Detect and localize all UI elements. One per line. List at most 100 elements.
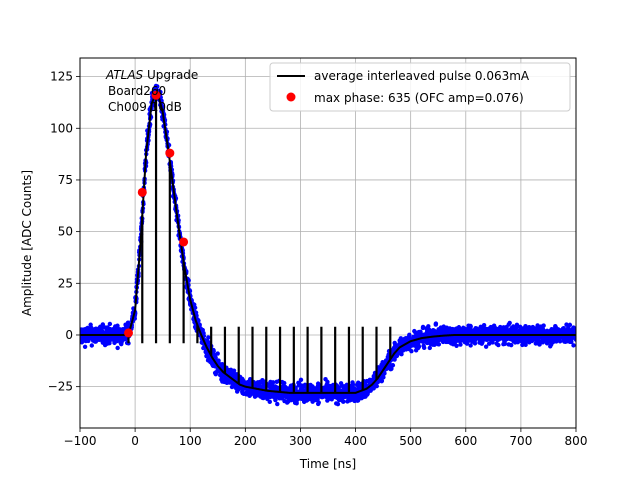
scatter-point <box>335 401 341 407</box>
scatter-point <box>573 328 576 334</box>
scatter-point <box>341 399 346 404</box>
y-tick-label: 100 <box>50 121 73 135</box>
atlas-annotation: ATLAS Upgrade Board260 Ch009 10dB <box>105 68 198 114</box>
annotation-line-2: Board260 <box>108 84 166 98</box>
max-phase-point <box>151 90 161 100</box>
scatter-point <box>115 345 120 351</box>
scatter-point <box>541 323 546 328</box>
scatter-point <box>82 344 88 349</box>
y-tick-label: 75 <box>58 173 73 187</box>
x-axis-ticks: −100 0 100 200 300 400 500 600 700 800 <box>64 428 588 448</box>
scatter-point <box>379 378 385 384</box>
scatter-point <box>107 321 113 327</box>
scatter-point <box>196 318 201 323</box>
plot-frame <box>79 57 577 429</box>
x-tick-label: −100 <box>64 434 97 448</box>
sample-spikes <box>127 93 392 393</box>
annotation-upgrade: Upgrade <box>143 68 198 82</box>
scatter-point <box>420 324 426 330</box>
x-tick-label: 600 <box>454 434 477 448</box>
scatter-point <box>382 371 387 376</box>
x-tick-label: 200 <box>234 434 257 448</box>
legend-entry-max-phase: max phase: 635 (OFC amp=0.076) <box>314 91 524 105</box>
scatter-point <box>421 345 427 351</box>
scatter-point <box>502 341 508 347</box>
scatter-point <box>374 383 379 389</box>
scatter-point <box>416 344 422 349</box>
scatter-point <box>89 343 94 348</box>
scatter-point <box>213 355 218 360</box>
max-phase-point <box>179 237 189 247</box>
scatter-point <box>267 399 272 405</box>
scatter-point <box>475 327 481 332</box>
scatter-point <box>215 351 220 356</box>
scatter-point <box>282 380 287 386</box>
scatter-point <box>427 345 432 351</box>
scatter-point <box>381 375 386 380</box>
scatter-point <box>298 377 304 382</box>
scatter-point <box>483 344 489 349</box>
scatter-point <box>409 348 414 354</box>
max-phase-point <box>123 328 133 338</box>
scatter-point <box>514 322 520 328</box>
scatter-point <box>507 320 512 326</box>
average-pulse-line <box>80 88 576 394</box>
scatter-point <box>325 379 330 385</box>
scatter-point <box>569 339 574 345</box>
scatter-point <box>436 342 442 347</box>
max-phase-point <box>165 148 175 158</box>
legend-box <box>269 62 571 112</box>
scatter-point <box>350 382 356 387</box>
x-tick-label: 100 <box>179 434 202 448</box>
max-phase-point <box>137 187 147 197</box>
scatter-point <box>206 335 211 340</box>
scatter-point <box>426 324 431 329</box>
scatter-point <box>496 342 501 348</box>
scatter-point <box>557 339 563 344</box>
scatter-point <box>567 322 573 328</box>
scatter-point <box>433 321 439 326</box>
scatter-point <box>123 336 128 342</box>
legend: average interleaved pulse 0.063mA max ph… <box>269 62 571 112</box>
x-tick-label: 500 <box>399 434 422 448</box>
max-phase-points <box>123 90 189 338</box>
scatter-point <box>468 324 473 329</box>
x-tick-label: 800 <box>565 434 588 448</box>
legend-entry-average: average interleaved pulse 0.063mA <box>314 69 530 83</box>
scatter-point <box>458 342 463 347</box>
y-axis-label: Amplitude [ADC Counts] <box>20 170 34 316</box>
y-tick-label: 0 <box>65 328 73 342</box>
scatter-point <box>509 342 514 348</box>
annotation-atlas: ATLAS <box>105 68 144 82</box>
scatter-point <box>454 343 459 349</box>
legend-dot-swatch <box>286 92 296 102</box>
scatter-point <box>464 341 470 346</box>
scatter-point <box>275 401 280 407</box>
x-tick-label: 0 <box>131 434 139 448</box>
scatter-point <box>490 340 495 345</box>
scatter-point <box>407 332 412 338</box>
scatter-point <box>192 305 198 310</box>
scatter-point <box>211 348 216 354</box>
y-tick-label: 50 <box>58 225 73 239</box>
scatter-point <box>270 380 276 385</box>
y-axis-ticks: −25 0 25 50 75 100 125 <box>48 70 80 394</box>
scatter-point <box>399 352 404 357</box>
scatter-point <box>486 341 492 346</box>
scatter-point <box>468 343 473 348</box>
annotation-line-1: ATLAS Upgrade <box>105 68 198 82</box>
scatter-point <box>481 323 487 328</box>
x-tick-label: 700 <box>509 434 532 448</box>
x-tick-label: 400 <box>344 434 367 448</box>
scatter-point <box>316 400 321 405</box>
scatter-point <box>390 363 396 368</box>
scatter-point <box>523 342 528 348</box>
annotation-line-3: Ch009 10dB <box>108 100 182 114</box>
x-axis-label: Time [ns] <box>299 457 356 471</box>
scatter-point <box>571 343 576 348</box>
y-tick-label: 125 <box>50 70 73 84</box>
y-tick-label: 25 <box>58 276 73 290</box>
y-tick-label: −25 <box>48 380 73 394</box>
scatter-point <box>231 368 237 373</box>
